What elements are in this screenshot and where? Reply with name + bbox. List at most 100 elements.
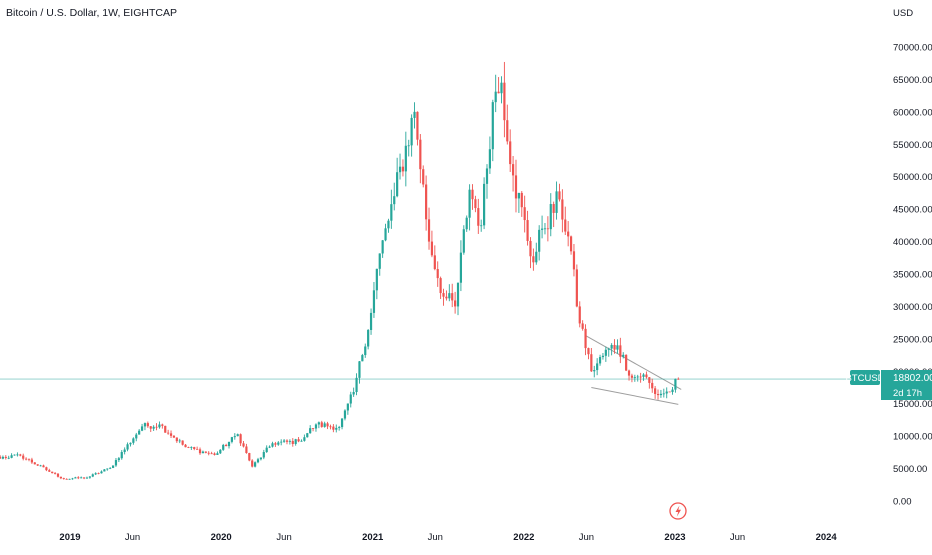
price-tick-label: 70000.00: [893, 43, 932, 54]
last-price-label[interactable]: BTCUSD 18802.00 2d 17h: [845, 370, 932, 400]
trendline[interactable]: [585, 335, 682, 390]
candle-body: [651, 382, 654, 389]
candle-body: [82, 477, 86, 479]
candle-body: [256, 459, 260, 463]
candle-body: [1, 456, 5, 459]
candle-body: [572, 251, 576, 270]
candle-body: [51, 471, 54, 474]
candle-body: [138, 430, 141, 435]
candle-body: [123, 449, 126, 453]
candle-body: [161, 424, 164, 426]
candle-body: [369, 312, 373, 330]
lightning-icon[interactable]: [669, 502, 687, 520]
candle-body: [303, 437, 306, 441]
candle-body: [114, 460, 118, 466]
candle-body: [633, 377, 636, 378]
candle-body: [419, 139, 422, 170]
candle-body: [169, 433, 173, 436]
candle-body: [372, 290, 376, 313]
candle-body: [120, 452, 123, 459]
candle-body: [172, 435, 176, 438]
candle-body: [4, 456, 7, 459]
candle-body: [503, 82, 506, 121]
candle-body: [103, 469, 106, 472]
candle-body: [126, 444, 129, 450]
trendline[interactable]: [591, 387, 679, 405]
candle-body: [245, 446, 248, 454]
candle-body: [45, 467, 48, 471]
candle-body: [88, 476, 91, 478]
candle-body: [485, 168, 489, 184]
symbol-title[interactable]: Bitcoin / U.S. Dollar, 1W, EIGHTCAP: [6, 7, 177, 19]
candle-body: [648, 377, 651, 383]
candle-body: [36, 464, 39, 466]
candle-body: [529, 240, 532, 257]
time-scale-ticks[interactable]: 2019 Jun 2020 Jun 2021 Jun 2022 Jun 2023 Jun 2024: [59, 532, 837, 543]
candle-body: [56, 473, 60, 477]
candle-body: [213, 453, 216, 455]
price-tick-label: 5000.00: [893, 464, 927, 475]
candles-layer: [0, 61, 680, 480]
candle-body: [311, 428, 315, 429]
candle-body: [642, 374, 645, 377]
candle-body: [468, 189, 471, 218]
candle-body: [111, 465, 115, 468]
candle-body: [465, 217, 468, 230]
candle-body: [59, 476, 62, 479]
candle-body: [509, 141, 512, 165]
candle-body: [364, 346, 367, 356]
currency-label: USD: [893, 8, 913, 19]
candle-body: [393, 196, 396, 205]
candle-body: [445, 296, 448, 299]
price-tick-label: 45000.00: [893, 205, 932, 216]
price-tick-label: 40000.00: [893, 237, 932, 248]
price-scale-ticks[interactable]: 0.005000.0010000.0015000.0020000.0025000…: [893, 43, 932, 508]
price-tick-label: 0.00: [893, 497, 912, 508]
candle-body: [33, 462, 36, 465]
time-tick-label: 2019: [59, 532, 80, 543]
candle-body: [219, 449, 222, 454]
candle-body: [343, 410, 347, 419]
candle-body: [474, 199, 477, 209]
candle-body: [239, 434, 242, 444]
candle-body: [227, 441, 231, 447]
candle-body: [448, 293, 451, 299]
ticker-badge: [850, 370, 880, 385]
candle-body: [314, 424, 318, 429]
candle-body: [590, 354, 593, 372]
candle-body: [74, 477, 77, 479]
candle-body: [277, 442, 280, 445]
candle-body: [430, 241, 434, 256]
candle-body: [259, 457, 263, 460]
candle-body: [535, 251, 538, 263]
candle-body: [236, 434, 239, 437]
candle-body: [410, 117, 413, 146]
candle-body: [25, 458, 28, 460]
price-tick-label: 30000.00: [893, 302, 932, 313]
candle-body: [367, 329, 370, 347]
candle-body: [645, 374, 648, 378]
candle-body: [106, 468, 109, 470]
candle-body: [416, 111, 419, 140]
candle-body: [398, 166, 402, 173]
candle-body: [378, 253, 381, 269]
candle-body: [433, 255, 436, 270]
candle-body: [543, 228, 547, 230]
candle-body: [596, 363, 599, 371]
candle-body: [317, 422, 320, 425]
candle-body: [62, 478, 65, 480]
candle-body: [222, 444, 225, 450]
time-tick-label: 2022: [513, 532, 534, 543]
candle-body: [439, 278, 442, 294]
candle-body: [532, 256, 535, 263]
time-tick-label: 2021: [362, 532, 384, 543]
candle-body: [558, 191, 561, 200]
candle-body: [291, 440, 294, 444]
time-tick-label: 2023: [664, 532, 685, 543]
candle-body: [300, 440, 303, 442]
candle-body: [196, 448, 199, 450]
candle-body: [358, 361, 361, 378]
candle-body: [375, 268, 378, 291]
